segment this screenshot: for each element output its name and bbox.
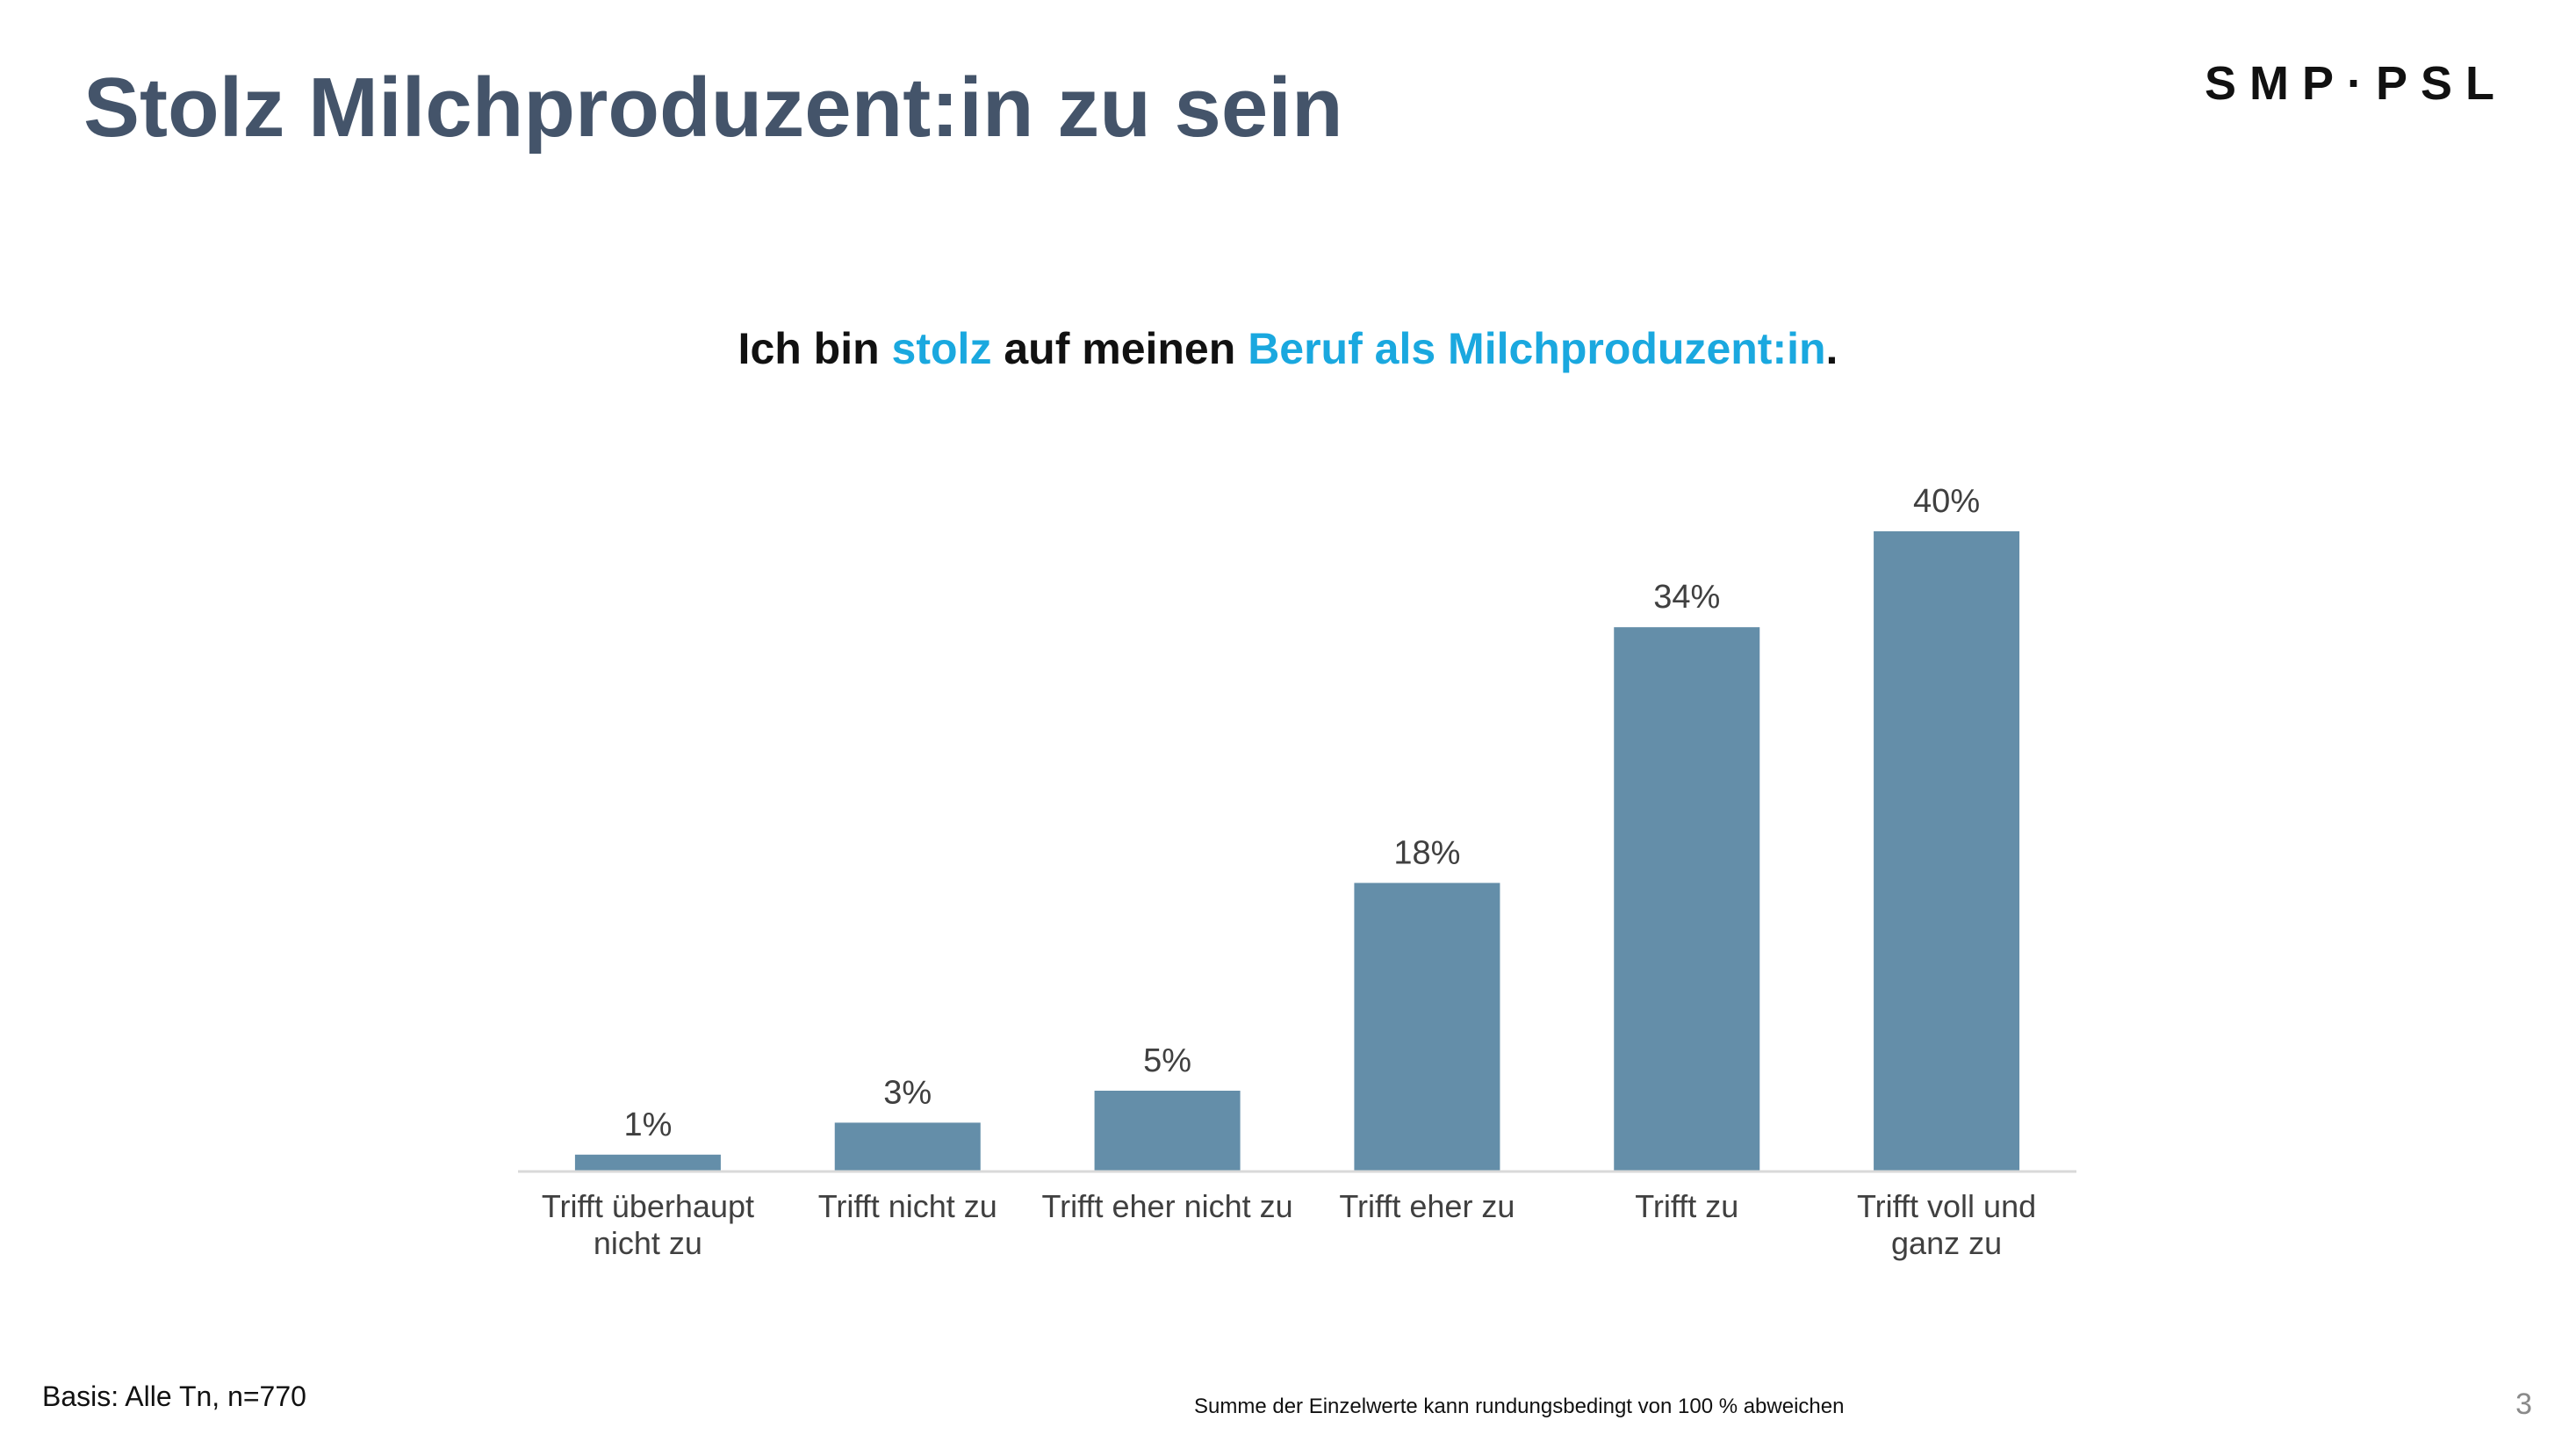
chart-title-part: Ich bin: [738, 324, 892, 373]
category-label: Trifft eher nicht zu: [1042, 1188, 1293, 1224]
chart-title-highlight: Beruf als Milchproduzent:in: [1248, 324, 1826, 373]
bar-5: [1614, 627, 1760, 1171]
data-label: 18%: [1393, 834, 1460, 871]
category-label: Trifft überhaupt nicht zu: [542, 1188, 754, 1261]
data-label: 34%: [1653, 579, 1720, 616]
chart-title-part: auf meinen: [991, 324, 1248, 373]
data-label: 5%: [1143, 1042, 1191, 1079]
basis-note: Basis: Alle Tn, n=770: [42, 1381, 306, 1412]
bar-2: [834, 1122, 981, 1171]
category-label: Trifft nicht zu: [818, 1188, 997, 1224]
rounding-note: Summe der Einzelwerte kann rundungsbedin…: [1194, 1395, 1845, 1418]
chart-title: Ich bin stolz auf meinen Beruf als Milch…: [0, 323, 2576, 374]
data-label: 3%: [883, 1074, 932, 1111]
category-label: Trifft zu: [1635, 1188, 1738, 1224]
category-label: Trifft eher zu: [1339, 1188, 1515, 1224]
data-label: 40%: [1913, 483, 1980, 520]
chart-title-highlight: stolz: [891, 324, 992, 373]
bar-4: [1354, 883, 1500, 1171]
category-label: Trifft voll und ganz zu: [1857, 1188, 2036, 1261]
bar-1: [574, 1154, 721, 1171]
bar-6: [1874, 531, 2020, 1171]
slide-title: Stolz Milchproduzent:in zu sein: [83, 61, 1343, 155]
bar-3: [1094, 1091, 1241, 1171]
page-number: 3: [2515, 1388, 2532, 1421]
data-label: 1%: [623, 1107, 672, 1143]
chart-title-part: .: [1825, 324, 1838, 373]
company-logo: SMP·PSL: [2204, 57, 2508, 110]
